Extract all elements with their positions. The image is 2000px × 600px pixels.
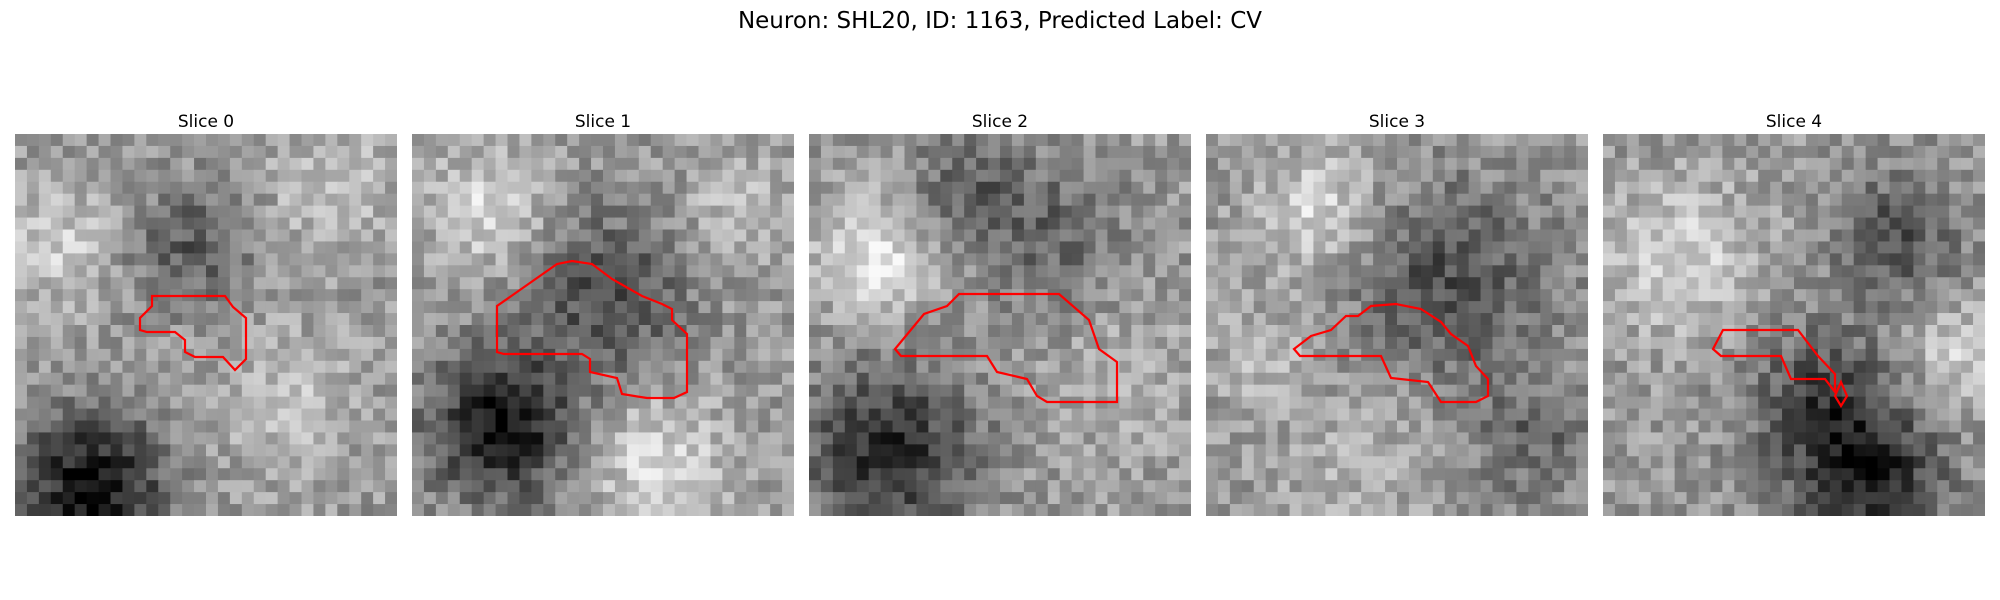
roi-outline <box>138 294 248 372</box>
roi-outline-small <box>1833 379 1849 409</box>
panel-title: Slice 0 <box>177 112 235 132</box>
roi-outline <box>1711 328 1837 396</box>
slice-image-2 <box>809 134 1191 516</box>
slice-panel-1: Slice 1 <box>412 110 794 516</box>
slice-panel-2: Slice 2 <box>809 110 1191 516</box>
grayscale-pixels <box>412 134 794 516</box>
slice-panel-4: Slice 4 <box>1603 110 1985 516</box>
panel-title: Slice 4 <box>1765 112 1823 132</box>
grayscale-pixels <box>1603 134 1985 516</box>
slice-image-1 <box>412 134 794 516</box>
slice-image-4 <box>1603 134 1985 516</box>
slice-image-3 <box>1206 134 1588 516</box>
slice-image-0 <box>15 134 397 516</box>
roi-outline <box>495 259 689 400</box>
panel-title: Slice 2 <box>971 112 1029 132</box>
figure-title: Neuron: SHL20, ID: 1163, Predicted Label… <box>737 8 1263 34</box>
grayscale-pixels <box>1206 134 1588 516</box>
panel-title: Slice 3 <box>1368 112 1426 132</box>
roi-outline <box>1292 302 1490 404</box>
grayscale-pixels <box>15 134 397 516</box>
slice-panel-0: Slice 0 <box>15 110 397 516</box>
slice-panel-3: Slice 3 <box>1206 110 1588 516</box>
roi-outline <box>893 292 1119 404</box>
grayscale-pixels <box>809 134 1191 516</box>
panel-title: Slice 1 <box>574 112 632 132</box>
